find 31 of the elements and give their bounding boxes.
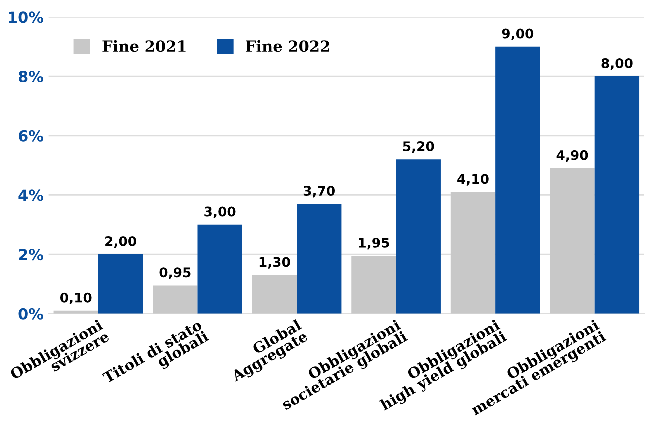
bar [496, 46, 540, 314]
data-label: 0,10 [60, 292, 92, 305]
y-tick-label: 0% [18, 308, 44, 320]
data-label: 9,00 [502, 28, 534, 40]
bar [297, 204, 342, 314]
legend-label: Fine 2022 [246, 40, 330, 52]
y-tick-label: 10% [9, 12, 44, 24]
y-tick-label: 6% [18, 130, 44, 142]
bar [352, 256, 396, 314]
data-label: 8,00 [602, 58, 633, 70]
data-label: 3,70 [304, 186, 336, 198]
data-label: 4,90 [556, 150, 588, 162]
bar [98, 254, 144, 314]
y-tick-label: 2% [19, 249, 44, 261]
data-label: 4,10 [458, 174, 489, 186]
data-label: 3,00 [204, 206, 236, 218]
bar [594, 76, 640, 314]
bar [198, 224, 242, 314]
data-label: 0,95 [160, 268, 191, 280]
legend-label: Fine 2021 [102, 40, 186, 52]
y-tick-label: 8% [18, 71, 44, 83]
data-label: 1,95 [359, 238, 390, 250]
bar [153, 286, 198, 314]
data-label: 1,30 [260, 257, 290, 269]
bar [252, 275, 298, 314]
bar [550, 168, 595, 314]
data-label: 5,20 [403, 142, 434, 154]
bar [450, 192, 496, 314]
y-tick-label: 4% [18, 190, 44, 202]
data-label: 2,00 [106, 236, 136, 248]
bar [396, 160, 441, 314]
